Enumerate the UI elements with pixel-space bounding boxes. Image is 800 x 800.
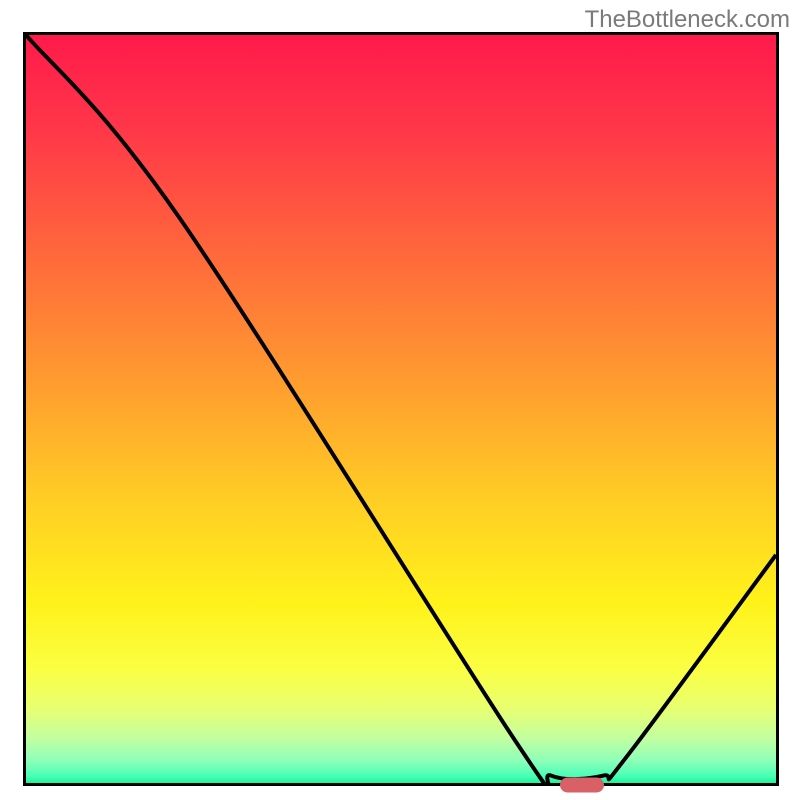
chart-container: TheBottleneck.com (0, 0, 800, 800)
optimum-marker (560, 778, 604, 793)
watermark-text: TheBottleneck.com (585, 6, 790, 34)
plot-area (23, 32, 779, 786)
line-chart-svg (26, 35, 776, 783)
curve-path (26, 35, 776, 783)
